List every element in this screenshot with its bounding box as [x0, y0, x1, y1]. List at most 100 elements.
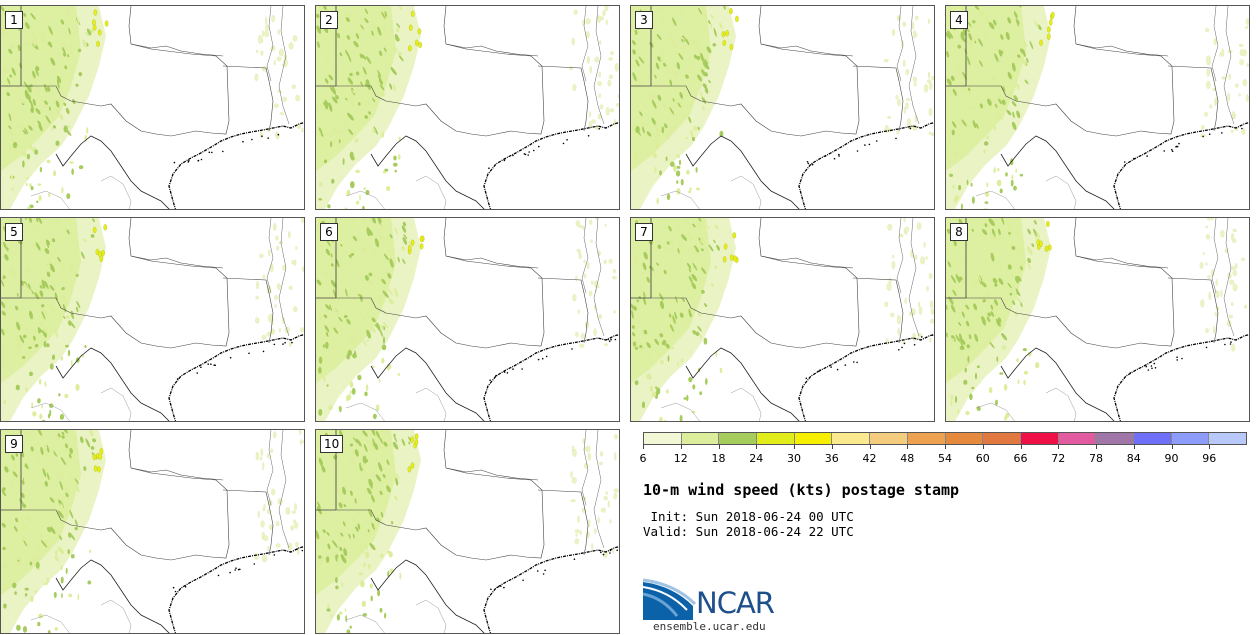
colorbar-swatch — [1133, 433, 1172, 444]
wind-streaks — [316, 430, 619, 633]
international-border — [685, 135, 800, 209]
gulf-coastline — [1113, 333, 1249, 421]
colorbar-tick-label: 84 — [1126, 452, 1141, 465]
colorbar-tick-label: 36 — [824, 452, 839, 465]
colorbar-tick — [831, 444, 833, 449]
ensemble-member-panel: 8 — [945, 217, 1250, 422]
wind-streaks — [946, 218, 1248, 421]
ensemble-member-panel: 7 — [630, 217, 935, 422]
colorbar-swatch — [719, 433, 758, 444]
wind-streaks — [946, 6, 1249, 209]
wind-streaks — [316, 218, 617, 420]
colorbar-tick — [907, 444, 909, 449]
colorbar-swatch — [757, 433, 795, 444]
wind-streaks — [1, 6, 304, 209]
gulf-coastline — [483, 333, 619, 421]
wind-speed-map — [631, 6, 934, 209]
colorbar-tick — [1096, 444, 1097, 449]
gulf-coastline — [483, 545, 619, 633]
ensemble-member-panel: 5 — [0, 217, 305, 422]
international-border — [1000, 347, 1115, 421]
colorbar-tick-label: 6 — [639, 452, 647, 465]
ensemble-member-panel: 9 — [0, 429, 305, 634]
colorbar-swatch — [1096, 433, 1134, 444]
wind-speed-map — [316, 430, 619, 633]
coastal-islands — [805, 334, 934, 380]
colorbar-tick-label: 48 — [900, 452, 915, 465]
wind-speed-map — [1, 6, 304, 209]
wind-speed-map — [1, 430, 304, 633]
colorbar-swatch — [983, 433, 1021, 444]
chart-title: 10-m wind speed (kts) postage stamp — [643, 481, 960, 499]
international-border — [55, 135, 170, 209]
ncar-wordmark: NCAR — [696, 586, 775, 620]
gulf-coastline — [168, 545, 304, 633]
colorbar-tick-label: 18 — [711, 452, 726, 465]
colorbar-swatch — [1209, 433, 1246, 444]
member-number-label: 1 — [5, 11, 23, 29]
coastal-islands — [1129, 341, 1232, 374]
colorbar-swatch — [1058, 433, 1097, 444]
colorbar-tick-label: 30 — [787, 452, 801, 465]
ensemble-member-panel: 10 — [315, 429, 620, 634]
coastal-islands — [806, 127, 912, 166]
ensemble-member-panel: 4 — [945, 5, 1250, 210]
colorbar-tick — [1171, 444, 1173, 449]
ensemble-member-panel: 6 — [315, 217, 620, 422]
site-url: ensemble.ucar.edu — [653, 620, 766, 633]
ensemble-member-panel: 2 — [315, 5, 620, 210]
colorbar-tick-label: 90 — [1164, 452, 1179, 465]
ensemble-member-panel: 3 — [630, 5, 935, 210]
gulf-coastline — [798, 121, 934, 209]
colorbar-tick — [1209, 444, 1211, 449]
state-boundaries — [946, 6, 1235, 209]
coastal-islands — [1123, 127, 1243, 163]
colorbar-tick — [982, 444, 984, 449]
colorbar-tick — [1020, 444, 1022, 449]
member-number-label: 6 — [320, 223, 338, 241]
gulf-coastline — [798, 333, 934, 421]
member-number-label: 10 — [320, 435, 344, 453]
colorbar-tick — [945, 444, 946, 449]
colorbar-tick-labels: 6 12 18 24 30 36 42 48 54 60 66 72 78 84 90 96 — [639, 444, 1247, 465]
colorbar-tick-label: 78 — [1089, 452, 1103, 465]
colorbar-swatch — [644, 433, 682, 444]
colorbar-swatch — [832, 433, 871, 444]
colorbar-tick-label: 96 — [1202, 452, 1217, 465]
colorbar-tick-label: 24 — [749, 452, 764, 465]
state-boundaries — [316, 6, 605, 209]
colorbar-tick — [1058, 444, 1060, 449]
init-time: Init: Sun 2018-06-24 00 UTC — [643, 509, 854, 524]
colorbar-swatch — [907, 433, 946, 444]
ncar-logo — [643, 578, 697, 620]
colorbar-tick-label: 66 — [1013, 452, 1028, 465]
international-border — [370, 135, 485, 209]
colorbar-tick — [869, 444, 871, 449]
gulf-coastline — [483, 121, 619, 209]
wind-streaks — [631, 218, 934, 421]
international-border — [370, 347, 485, 421]
international-border — [685, 347, 800, 421]
wind-speed-map — [316, 6, 619, 209]
colorbar-tick-label: 72 — [1051, 452, 1066, 465]
coastal-islands — [488, 127, 601, 169]
wind-speed-map — [946, 218, 1249, 421]
colorbar-swatch — [681, 433, 720, 444]
gulf-coastline — [168, 333, 304, 421]
colorbar-tick — [718, 444, 720, 449]
wind-speed-map — [631, 218, 934, 421]
member-number-label: 2 — [320, 11, 338, 29]
colorbar-tick-label: 42 — [862, 452, 877, 465]
member-number-label: 4 — [950, 11, 968, 29]
member-number-label: 9 — [5, 435, 23, 453]
international-border — [370, 559, 485, 633]
state-boundaries — [631, 218, 920, 421]
coastal-islands — [172, 548, 304, 593]
member-number-label: 5 — [5, 223, 23, 241]
state-boundaries — [1, 430, 290, 633]
wind-speed-map — [946, 6, 1249, 209]
colorbar-swatch — [794, 433, 833, 444]
colorbar-swatch — [1171, 433, 1210, 444]
ensemble-member-panel: 1 — [0, 5, 305, 210]
colorbar-tick — [794, 444, 795, 449]
